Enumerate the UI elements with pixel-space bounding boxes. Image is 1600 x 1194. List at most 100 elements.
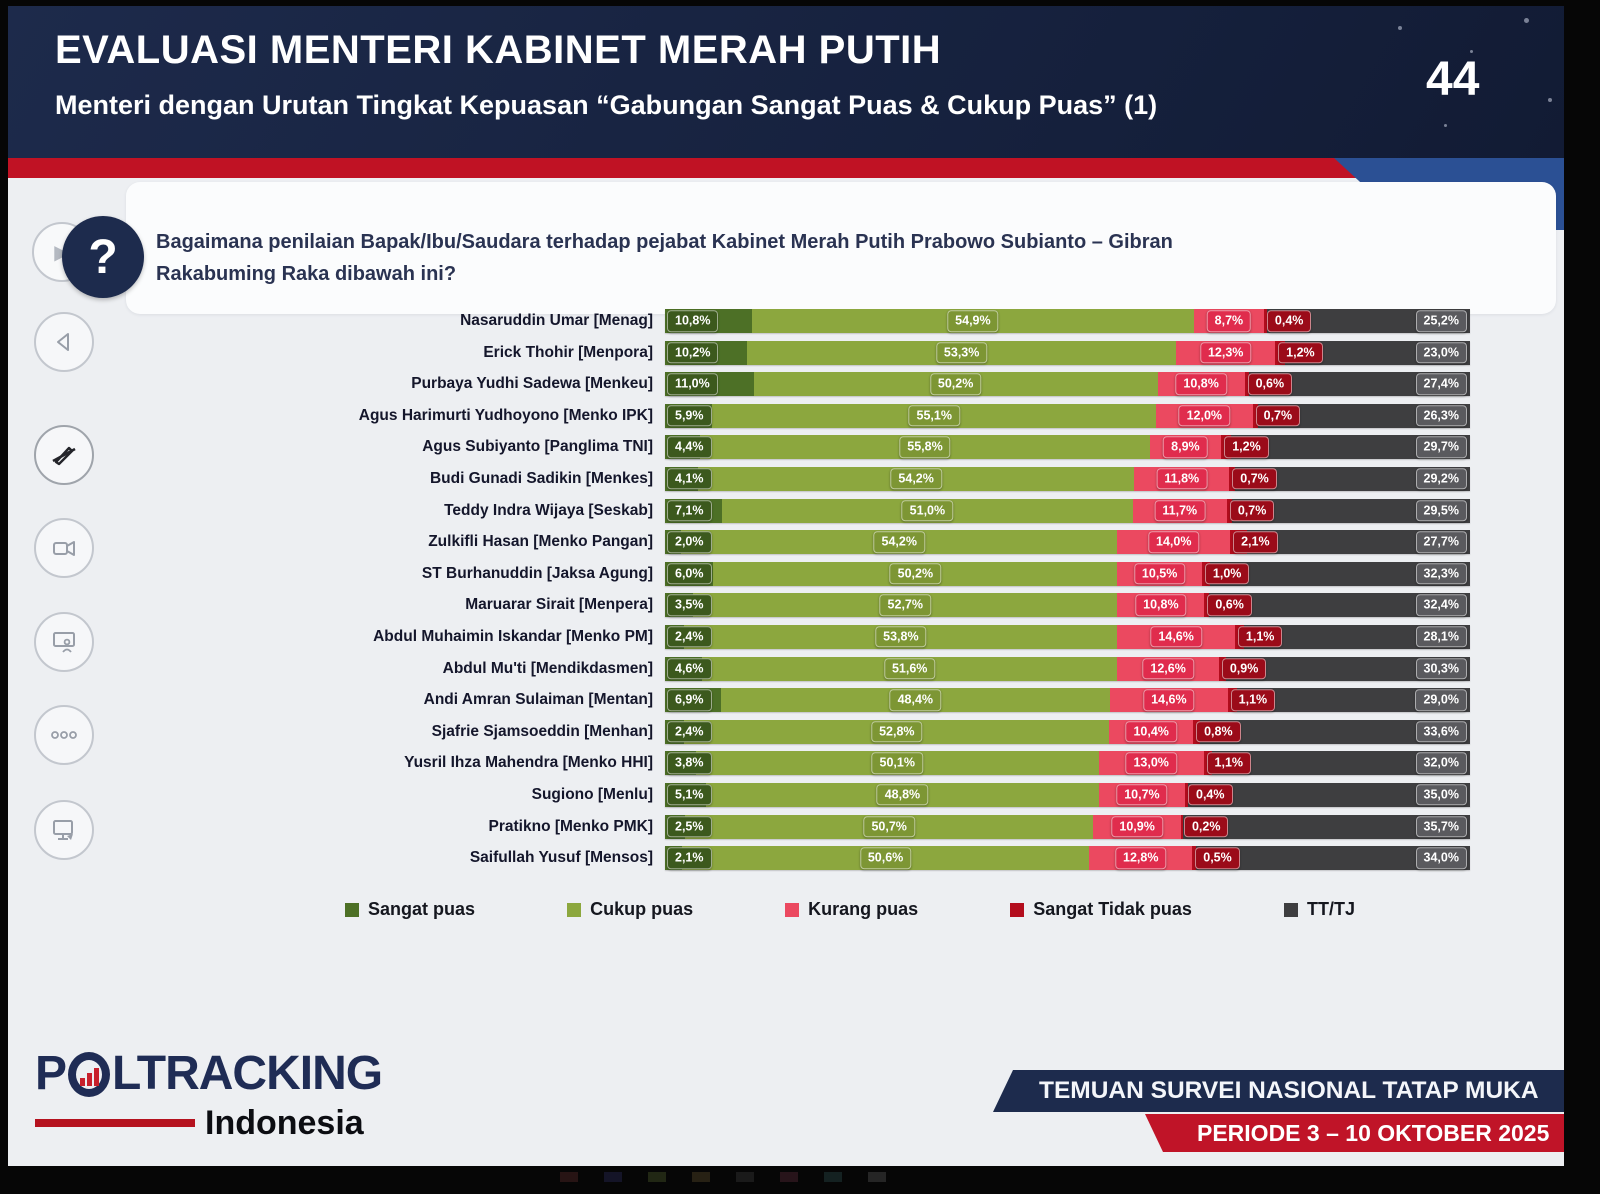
bar-segment: 4,6% — [665, 656, 712, 681]
bar-segment: 50,2% — [713, 561, 1118, 586]
bar-segment: 53,3% — [747, 340, 1177, 365]
bar-value-label: 10,8% — [1175, 373, 1227, 395]
bar-value-label: 55,1% — [908, 405, 960, 427]
bar-value-label: 3,5% — [667, 594, 712, 617]
bar-segment: 11,7% — [1132, 498, 1227, 523]
bar-value-label: 32,4% — [1415, 594, 1467, 617]
bar-segment: 0,4% — [1185, 782, 1233, 807]
bar-segment: 0,7% — [1252, 403, 1301, 428]
bar-segment: 2,4% — [665, 719, 712, 744]
stacked-bar: 3,8% 50,1% 13,0% 1,1% 32,0% — [665, 751, 1470, 776]
bar-value-label: 0,4% — [1188, 784, 1233, 806]
legend-label: Kurang puas — [808, 899, 919, 919]
bar-segment: 2,5% — [665, 814, 712, 839]
bar-value-label: 28,1% — [1415, 626, 1467, 648]
decor-star — [1398, 26, 1402, 30]
brand-logo: P LTRACKING Indonesia — [35, 1050, 395, 1140]
screen-share-icon[interactable] — [34, 800, 94, 860]
legend-swatch — [345, 902, 359, 917]
minister-label: Nasaruddin Umar [Menag] — [460, 312, 653, 329]
chart-row: Agus Subiyanto [Panglima TNI] 4,4% 55,8% 8,… — [8, 435, 1470, 460]
chart-row: Maruarar Sirait [Menpera] 3,5% 52,7% 10,8% 0… — [8, 593, 1470, 618]
bar-segment: 0,7% — [1229, 466, 1277, 491]
stacked-bar: 4,6% 51,6% 12,6% 0,9% 30,3% — [665, 656, 1470, 681]
bar-segment: 1,1% — [1227, 688, 1276, 713]
red-accent-stripe — [8, 158, 1433, 178]
bar-segment: 54,2% — [698, 466, 1135, 491]
bar-value-label: 10,5% — [1133, 563, 1186, 585]
bar-value-label: 7,1% — [667, 499, 712, 522]
bar-segment: 48,8% — [706, 782, 1099, 807]
bar-value-label: 8,9% — [1163, 436, 1208, 459]
chart-row: Teddy Indra Wijaya [Seskab] 7,1% 51,0% 11,7… — [8, 498, 1470, 523]
stacked-bar: 2,1% 50,6% 12,8% 0,5% 34,0% — [665, 846, 1470, 871]
bar-segment: 4,4% — [665, 435, 712, 460]
header: EVALUASI MENTERI KABINET MERAH PUTIH Men… — [8, 6, 1564, 158]
bar-segment: 3,5% — [665, 593, 712, 618]
page-subtitle: Menteri dengan Urutan Tingkat Kepuasan “… — [55, 90, 1158, 120]
bar-segment: 0,6% — [1204, 593, 1252, 618]
stacked-bar: 5,9% 55,1% 12,0% 0,7% 26,3% — [665, 403, 1470, 428]
bar-value-label: 55,8% — [899, 436, 951, 459]
chart-row: Andi Amran Sulaiman [Mentan] 6,9% 48,4% 14,… — [8, 688, 1470, 713]
chart-row: Agus Harimurti Yudhoyono [Menko IPK] 5,9%… — [8, 403, 1470, 428]
chart-row: Budi Gunadi Sadikin [Menkes] 4,1% 54,2% 11,… — [8, 466, 1470, 491]
brand-rule — [35, 1119, 195, 1127]
minister-label: Maruarar Sirait [Menpera] — [465, 596, 653, 614]
bar-value-label: 4,4% — [667, 436, 712, 459]
bar-value-label: 48,4% — [889, 689, 942, 711]
legend-swatch — [567, 902, 582, 917]
bar-value-label: 1,1% — [1230, 689, 1276, 711]
more-options-icon[interactable] — [34, 705, 94, 765]
bar-value-label: 4,1% — [667, 468, 712, 490]
minister-label: Abdul Muhaimin Iskandar [Menko PM] — [373, 627, 653, 645]
bar-segment: 27,7% — [1246, 530, 1470, 555]
pen-off-icon[interactable] — [34, 425, 94, 485]
bar-value-label: 12,6% — [1142, 657, 1194, 680]
bar-segment: 6,0% — [665, 561, 714, 586]
minister-label: Sugiono [Menlu] — [531, 785, 653, 803]
bar-segment: 50,6% — [681, 846, 1090, 871]
bar-segment: 32,4% — [1209, 593, 1470, 618]
bar-segment: 33,6% — [1199, 719, 1470, 744]
bar-value-label: 0,5% — [1195, 847, 1240, 869]
minister-label: Saifullah Yusuf [Mensos] — [469, 849, 653, 867]
bar-value-label: 13,0% — [1125, 752, 1177, 775]
stacked-bar: 4,4% 55,8% 8,9% 1,2% 29,7% — [665, 435, 1470, 460]
bar-segment: 54,2% — [681, 530, 1118, 555]
presentation-screen-icon[interactable] — [34, 612, 94, 672]
chart-rows: Nasaruddin Umar [Menag] 10,8% 54,9% 8,7% 0,4… — [8, 309, 1470, 871]
legend-label: Sangat Tidak puas — [1033, 899, 1192, 919]
bar-value-label: 2,0% — [667, 531, 712, 553]
bar-segment: 13,0% — [1098, 751, 1204, 776]
bar-segment: 53,8% — [684, 624, 1118, 649]
bar-value-label: 27,4% — [1415, 373, 1467, 395]
bar-segment: 52,8% — [684, 719, 1110, 744]
bar-segment: 50,2% — [753, 372, 1158, 397]
bar-value-label: 11,8% — [1156, 468, 1208, 490]
bar-value-label: 51,6% — [883, 657, 936, 680]
bar-segment: 51,0% — [722, 498, 1133, 523]
decor-star — [1524, 18, 1529, 23]
bar-value-label: 33,6% — [1415, 720, 1467, 743]
bar-segment: 0,4% — [1263, 309, 1312, 333]
bar-segment: 10,7% — [1098, 782, 1185, 807]
bar-value-label: 14,0% — [1148, 531, 1200, 553]
bar-segment: 10,2% — [665, 340, 748, 365]
decor-star — [1548, 98, 1552, 102]
bar-value-label: 29,2% — [1415, 468, 1467, 490]
legend-label: TT/TJ — [1306, 899, 1355, 919]
chart-row: Sjafrie Sjamsoeddin [Menhan] 2,4% 52,8% 10,… — [8, 719, 1470, 744]
bar-value-label: 0,6% — [1207, 594, 1252, 617]
bar-value-label: 0,7% — [1255, 405, 1301, 427]
stacked-bar: 10,2% 53,3% 12,3% 1,2% 23,0% — [665, 340, 1470, 365]
bar-value-label: 8,7% — [1206, 310, 1252, 332]
bar-value-label: 10,8% — [1135, 594, 1187, 617]
legend: Sangat puas Cukup puas Kurang puas Sangat T… — [345, 899, 1355, 920]
chart-row: Nasaruddin Umar [Menag] 10,8% 54,9% 8,7% 0,4… — [8, 309, 1470, 333]
legend-label: Cukup puas — [590, 899, 694, 919]
legend-item: Sangat Tidak puas — [1010, 899, 1192, 920]
video-camera-icon[interactable] — [34, 518, 94, 578]
legend-swatch — [1010, 902, 1025, 917]
back-icon[interactable] — [34, 312, 94, 372]
